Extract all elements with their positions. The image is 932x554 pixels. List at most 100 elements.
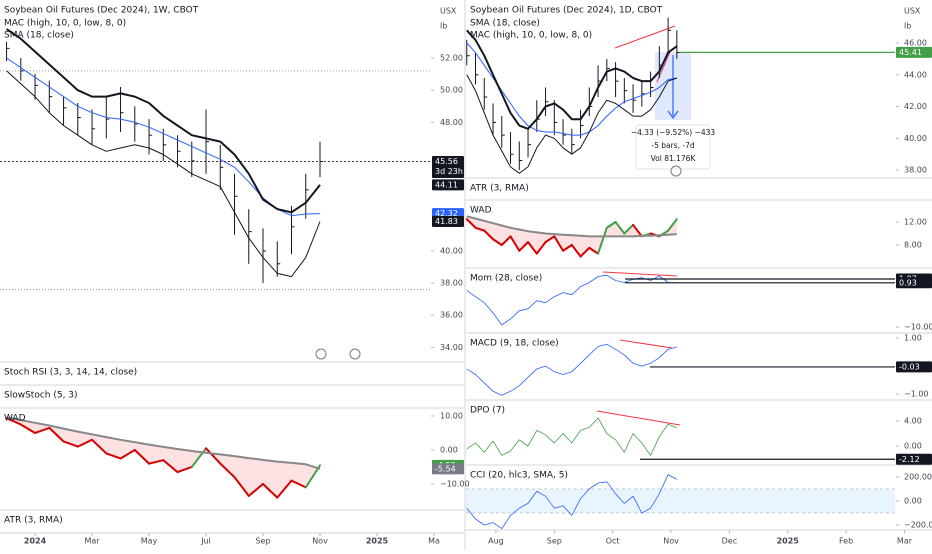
y-tick-label: −200.00 bbox=[904, 520, 932, 529]
series-segment bbox=[233, 476, 250, 497]
series-segment bbox=[614, 221, 626, 235]
y-tick-label: 40.00 bbox=[440, 246, 463, 255]
series-segment bbox=[19, 423, 37, 434]
y-tick-label: 52.00 bbox=[440, 54, 463, 63]
y-tick-label: 40.00 bbox=[904, 134, 927, 143]
price-badge-label: 45.41 bbox=[899, 48, 922, 57]
series-segment bbox=[500, 235, 512, 247]
price-badge-label: 44.11 bbox=[435, 180, 458, 189]
event-icon[interactable] bbox=[670, 165, 682, 177]
indicator-label: MAC (high, 10, 0, low, 8, 0) bbox=[470, 31, 592, 41]
series-segment bbox=[518, 241, 530, 252]
y-tick-label: −10.00 bbox=[440, 479, 470, 488]
series-line bbox=[466, 215, 677, 238]
unit-label: USX bbox=[904, 7, 921, 16]
unit-label: lb bbox=[440, 22, 447, 31]
pane-title: Soybean Oil Futures (Dec 2024), 1W, CBOT bbox=[4, 6, 199, 16]
x-tick-label: Ma bbox=[428, 537, 440, 546]
pane-title: ATR (3, RMA) bbox=[470, 184, 529, 194]
indicator-label: MAC (high, 10, 0, low, 8, 0) bbox=[4, 19, 126, 29]
y-tick-label: 0.00 bbox=[904, 496, 922, 505]
pane-title: DPO (7) bbox=[470, 406, 505, 416]
series-segment bbox=[76, 438, 94, 448]
series-segment bbox=[91, 438, 108, 455]
price-badge bbox=[896, 453, 932, 465]
y-tick-label: 44.00 bbox=[904, 70, 927, 79]
pane-title: Mom (28, close) bbox=[470, 274, 542, 284]
y-tick-label: 0.00 bbox=[904, 442, 922, 451]
series-line bbox=[466, 417, 678, 456]
series-segment bbox=[205, 447, 222, 465]
x-tick-label: Nov bbox=[663, 537, 679, 546]
y-tick-label: 38.00 bbox=[440, 279, 463, 288]
series-segment bbox=[190, 447, 208, 468]
series-segment bbox=[119, 448, 136, 460]
pane-title: ATR (3, RMA) bbox=[4, 516, 63, 526]
series-segment bbox=[597, 226, 608, 255]
x-tick-label: 2025 bbox=[777, 537, 800, 546]
measure-text: -5 bars, -7d bbox=[651, 141, 694, 150]
price-badge bbox=[896, 277, 932, 289]
price-badge bbox=[432, 463, 464, 475]
series-segment bbox=[62, 440, 79, 448]
series-segment bbox=[148, 459, 165, 465]
series-segment bbox=[34, 426, 51, 434]
series-segment bbox=[483, 229, 495, 241]
measure-label-box bbox=[635, 124, 711, 170]
series-segment bbox=[667, 218, 678, 232]
x-tick-label: Aug bbox=[488, 537, 504, 546]
series-segment bbox=[5, 417, 22, 426]
x-tick-label: Feb bbox=[839, 537, 853, 546]
price-badge bbox=[432, 216, 464, 228]
pane-title: WAD bbox=[4, 414, 26, 424]
event-icon[interactable] bbox=[315, 348, 327, 360]
series-segment bbox=[553, 235, 565, 252]
y-tick-label: 4.00 bbox=[904, 417, 922, 426]
x-tick-label: Nov bbox=[312, 537, 328, 546]
band bbox=[466, 488, 895, 513]
series-line bbox=[466, 474, 678, 529]
x-tick-label: May bbox=[141, 537, 158, 546]
series-segment bbox=[262, 482, 279, 499]
x-tick-label: 2024 bbox=[24, 537, 47, 546]
series-segment bbox=[276, 479, 293, 499]
series-segment bbox=[535, 241, 547, 255]
series-segment bbox=[162, 459, 179, 474]
x-tick-label: Jul bbox=[200, 537, 211, 546]
series-segment bbox=[247, 482, 265, 497]
event-icon[interactable] bbox=[349, 348, 361, 360]
trend-line bbox=[619, 339, 673, 349]
indicator-label: SMA (18, close) bbox=[470, 19, 540, 29]
price-badge bbox=[896, 361, 932, 373]
x-tick-label: Oct bbox=[606, 537, 620, 546]
x-tick-label: Sep bbox=[255, 537, 270, 546]
y-tick-label: 10.00 bbox=[440, 411, 463, 420]
y-tick-label: 48.00 bbox=[440, 118, 463, 127]
pane-title: MACD (9, 18, close) bbox=[470, 339, 559, 349]
pane-title: WAD bbox=[470, 206, 492, 216]
series-segment bbox=[105, 452, 122, 460]
price-badge-label: 41.83 bbox=[435, 217, 458, 226]
y-tick-label: 12.00 bbox=[904, 218, 927, 227]
y-tick-label: 200.00 bbox=[904, 472, 932, 481]
series-segment bbox=[632, 223, 643, 238]
countdown-label: 3d 23h bbox=[435, 167, 463, 176]
series-segment bbox=[48, 426, 65, 443]
series-segment bbox=[623, 223, 635, 235]
x-tick-label: 2025 bbox=[366, 537, 389, 546]
area-fill bbox=[6, 417, 321, 498]
y-tick-label: −10.00 bbox=[904, 323, 932, 332]
series-segment bbox=[605, 221, 617, 229]
y-tick-label: 46.00 bbox=[904, 39, 927, 48]
series-line bbox=[466, 29, 678, 130]
x-tick-label: Dec bbox=[722, 537, 737, 546]
series-segment bbox=[588, 246, 600, 255]
series-line bbox=[466, 274, 677, 326]
series-segment bbox=[544, 235, 556, 244]
series-line bbox=[6, 416, 321, 470]
series-segment bbox=[579, 246, 591, 258]
series-segment bbox=[570, 244, 582, 258]
price-badge-label: 0.93 bbox=[899, 278, 917, 287]
